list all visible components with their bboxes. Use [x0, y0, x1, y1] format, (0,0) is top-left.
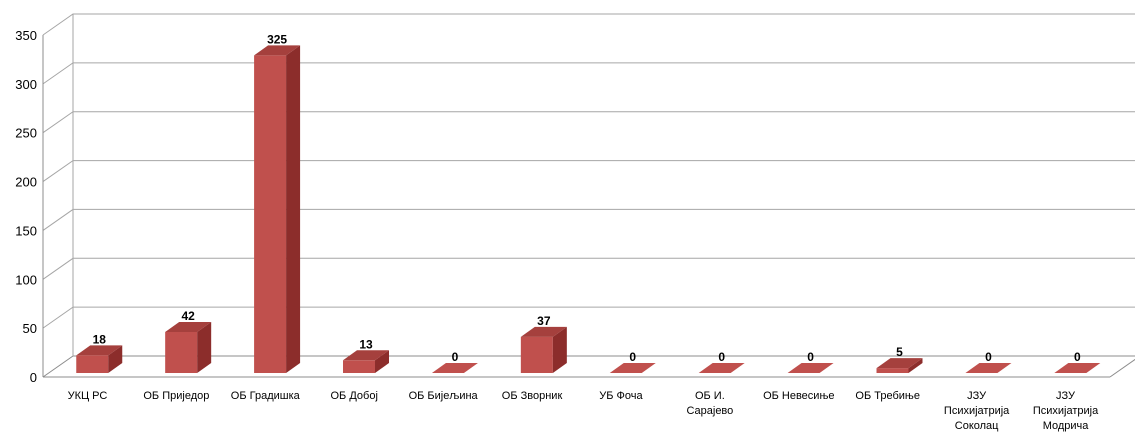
data-label: 0 [1074, 350, 1081, 364]
x-tick-label: ОБ Приједор [143, 390, 209, 402]
bar-side [108, 345, 123, 373]
bar [165, 321, 212, 373]
x-tick-label: ОБ Бијељина [409, 390, 479, 402]
bar [787, 363, 834, 373]
bar-front [876, 368, 909, 373]
y-tick-label: 0 [30, 370, 37, 385]
x-tick-label: УБ Фоча [599, 390, 643, 402]
x-tick-label: УКЦ РС [68, 390, 108, 402]
bar [698, 363, 745, 373]
x-tick-label: ОБ Градишка [231, 390, 301, 402]
gridline [42, 13, 1135, 36]
bar-top [165, 321, 212, 332]
bar [876, 358, 923, 373]
bar-front [76, 355, 109, 373]
y-tick-label: 200 [15, 175, 37, 190]
gridline [42, 160, 1135, 182]
data-label: 0 [807, 350, 814, 364]
y-tick-label: 250 [15, 126, 37, 141]
gridline [42, 257, 1135, 280]
x-tick-label: ЈЗУ Психијатрија Соколац [944, 390, 1010, 432]
gridlines [42, 13, 1135, 378]
y-axis-ticks: 0 50 100 150 200 250 300 350 [15, 28, 37, 385]
x-axis-categories: УКЦ РС ОБ Приједор ОБ Градишка ОБ Добој ОБ Б… [68, 390, 1100, 432]
x-tick-label: ОБ Зворник [502, 390, 563, 402]
bar-zero [431, 363, 478, 373]
bar [254, 45, 301, 374]
x-tick-label: ОБ И. Сарајево [686, 390, 733, 417]
bar-top [343, 350, 390, 361]
bar-zero [1054, 363, 1101, 373]
bar [520, 326, 567, 373]
bar [76, 345, 123, 373]
x-tick-label: ОБ Требиње [855, 390, 920, 402]
x-tick-label: ЈЗУ Психијатрија Модрича [1033, 390, 1099, 432]
bar [1054, 363, 1101, 373]
x-tick-label: ОБ Добој [331, 390, 378, 402]
data-label: 37 [537, 314, 551, 328]
bar-side [552, 326, 567, 373]
data-label: 13 [359, 337, 373, 351]
bar-side [908, 358, 923, 373]
bar-top [876, 358, 923, 369]
bar [431, 363, 478, 373]
bar-zero [698, 363, 745, 373]
bar-zero [965, 363, 1012, 373]
data-label: 0 [718, 350, 725, 364]
bar-front [254, 55, 287, 374]
bar-front [520, 336, 553, 373]
data-label: 42 [181, 309, 195, 323]
bars [76, 45, 1101, 374]
floor-right-edge [1109, 358, 1135, 378]
bar-side [286, 45, 301, 374]
y-tick-label: 150 [15, 223, 37, 238]
y-tick-label: 350 [15, 28, 37, 43]
data-label: 18 [93, 332, 107, 346]
y-tick-label: 300 [15, 77, 37, 92]
data-label: 325 [267, 32, 287, 46]
bar-front [343, 360, 376, 373]
bar [965, 363, 1012, 373]
gridline [42, 111, 1135, 134]
x-tick-label: ОБ Невесиње [763, 390, 834, 402]
bar-top [254, 45, 301, 56]
bar [343, 350, 390, 373]
data-label: 0 [985, 350, 992, 364]
bar-side [375, 350, 390, 373]
data-label: 0 [629, 350, 636, 364]
gridline [42, 208, 1135, 231]
bar-zero [609, 363, 656, 373]
bar-top [520, 326, 567, 337]
y-tick-label: 100 [15, 272, 37, 287]
gridline [42, 62, 1135, 85]
bar [609, 363, 656, 373]
data-label: 0 [452, 350, 459, 364]
data-labels: 18 42 325 13 0 37 0 0 0 5 0 0 [93, 32, 1081, 364]
bar-side [197, 321, 212, 373]
y-tick-label: 50 [23, 321, 37, 336]
bar-front [165, 331, 198, 373]
bar-zero [787, 363, 834, 373]
data-label: 5 [896, 345, 903, 359]
bar-top [76, 345, 123, 356]
